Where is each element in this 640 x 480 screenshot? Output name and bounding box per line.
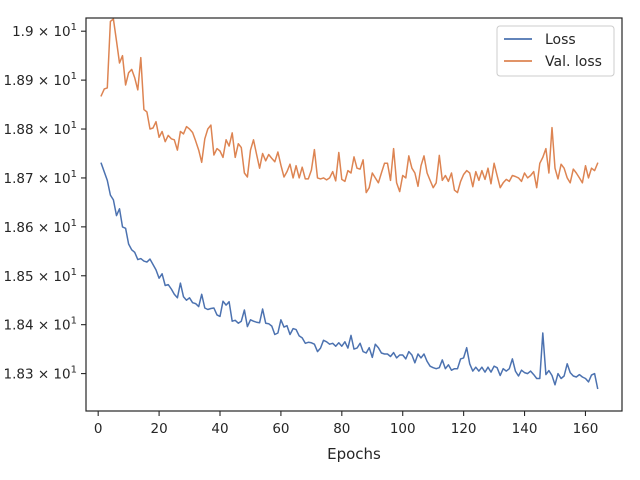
- x-axis-label: Epochs: [327, 445, 381, 463]
- series-line-2: [100, 18, 599, 194]
- legend-label: Loss: [545, 32, 576, 48]
- x-tick-label: 20: [150, 421, 167, 437]
- x-tick-label: 160: [573, 421, 599, 437]
- x-axis: 0 20 40 60 80 100 120 140 160: [94, 411, 598, 437]
- y-tick-label: 1.85 × 101: [3, 267, 77, 285]
- y-axis: 1.83 × 101 1.84 × 101 1.85 × 101 1.86 × 101…: [3, 22, 86, 383]
- y-tick-label: 1.84 × 101: [3, 316, 77, 334]
- x-tick-label: 80: [333, 421, 350, 437]
- y-tick-label: 1.86 × 101: [3, 218, 77, 236]
- y-tick-label: 1.9 × 101: [12, 22, 77, 40]
- x-tick-label: 120: [451, 421, 477, 437]
- series-layer: [100, 18, 599, 390]
- series-line-1: [100, 162, 599, 390]
- legend-label: Val. loss: [545, 54, 602, 70]
- y-tick-label: 1.83 × 101: [3, 365, 77, 383]
- y-tick-label: 1.88 × 101: [3, 120, 77, 138]
- x-tick-label: 140: [512, 421, 538, 437]
- plot-frame: [85, 17, 623, 412]
- y-tick-label: 1.87 × 101: [3, 169, 77, 187]
- x-tick-label: 40: [211, 421, 228, 437]
- y-tick-label: 1.89 × 101: [3, 71, 77, 89]
- x-tick-label: 0: [94, 421, 103, 437]
- legend: Loss Val. loss: [496, 25, 615, 77]
- x-tick-label: 100: [390, 421, 416, 437]
- x-tick-label: 60: [272, 421, 289, 437]
